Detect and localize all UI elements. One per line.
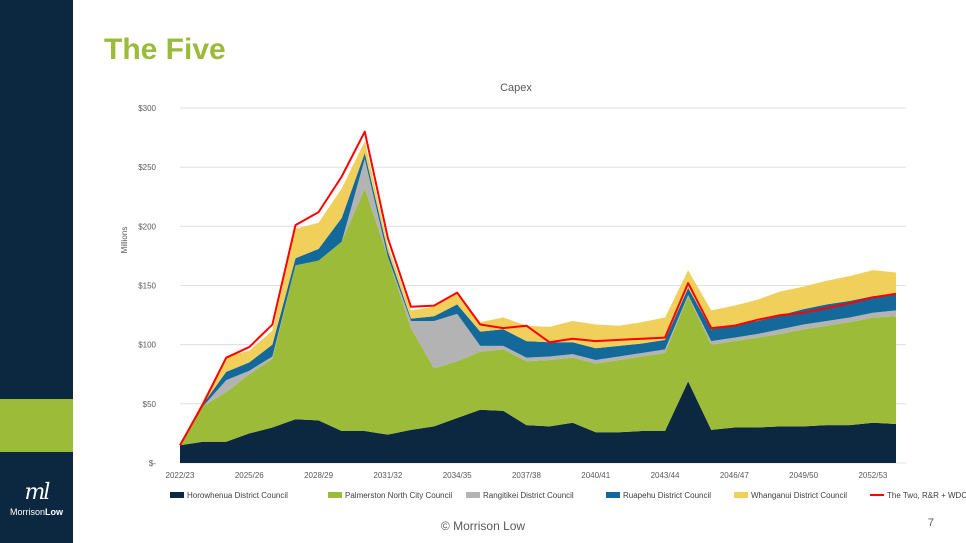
x-tick-label: 2037/38 — [512, 471, 541, 480]
legend-swatch — [734, 492, 748, 498]
logo-text: MorrisonLow — [0, 506, 73, 518]
x-tick-label: 2049/50 — [789, 471, 818, 480]
legend-item-the-two-r-r-wdc: The Two, R&R + WDC — [870, 491, 966, 500]
x-tick-label: 2031/32 — [373, 471, 402, 480]
x-tick-label: 2025/26 — [235, 471, 264, 480]
logo-brand-part1: Morrison — [9, 507, 45, 517]
y-tick-label: $250 — [138, 163, 156, 172]
x-tick-label: 2028/29 — [304, 471, 333, 480]
y-tick-label: $200 — [138, 222, 156, 231]
legend-item-palmerston-north-city-council: Palmerston North City Council — [328, 491, 452, 500]
legend-item-whanganui-district-council: Whanganui District Council — [734, 491, 847, 500]
sidebar — [0, 0, 73, 543]
legend-label: Palmerston North City Council — [345, 491, 452, 500]
chart-areas — [180, 141, 896, 463]
footer-copyright: © Morrison Low — [440, 519, 526, 533]
sidebar-accent-band — [0, 399, 73, 452]
morrison-low-logo: ml MorrisonLow — [0, 482, 73, 518]
area-horowhenua-district-council — [180, 381, 896, 463]
y-tick-label: $- — [149, 459, 156, 468]
y-tick-label: $300 — [138, 104, 156, 113]
logo-brand-part2: Low — [45, 507, 63, 517]
area-palmerston-north-city-council — [180, 188, 896, 446]
chart-legend: Horowhenua District Council Palmerston No… — [170, 491, 966, 500]
y-tick-label: $150 — [138, 282, 156, 291]
chart-lines — [179, 130, 897, 446]
legend-swatch — [170, 492, 184, 498]
legend-swatch — [606, 492, 620, 498]
chart-title: Capex — [500, 82, 532, 94]
legend-item-rangitikei-district-council: Rangitikei District Council — [466, 491, 574, 500]
legend-swatch — [466, 492, 480, 498]
y-axis-ticks: $- $50 $100 $150 $200 $250 $300 — [138, 104, 156, 468]
x-tick-label: 2052/53 — [858, 471, 887, 480]
y-tick-label: $50 — [143, 400, 157, 409]
logo-mark: ml — [24, 480, 51, 505]
x-tick-label: 2040/41 — [581, 471, 610, 480]
x-tick-label: 2034/35 — [443, 471, 472, 480]
legend-label: Horowhenua District Council — [187, 491, 288, 500]
legend-label: Ruapehu District Council — [623, 491, 711, 500]
page-number: 7 — [927, 517, 934, 529]
x-tick-label: 2043/44 — [651, 471, 680, 480]
x-tick-label: 2046/47 — [720, 471, 749, 480]
legend-label: Whanganui District Council — [751, 491, 847, 500]
y-axis-label: Millions — [120, 227, 129, 254]
legend-label: The Two, R&R + WDC — [887, 491, 966, 500]
legend-item-ruapehu-district-council: Ruapehu District Council — [606, 491, 711, 500]
y-tick-label: $100 — [138, 341, 156, 350]
legend-swatch — [328, 492, 342, 498]
x-tick-label: 2022/23 — [166, 471, 195, 480]
slide-title: The Five — [104, 33, 226, 66]
x-axis-ticks: 2022/23 2025/26 2028/29 2031/32 2034/35 2037/… — [166, 471, 888, 480]
legend-item-horowhenua-district-council: Horowhenua District Council — [170, 491, 288, 500]
line-the-two-r-r-wdc — [179, 130, 897, 446]
legend-label: Rangitikei District Council — [483, 491, 574, 500]
